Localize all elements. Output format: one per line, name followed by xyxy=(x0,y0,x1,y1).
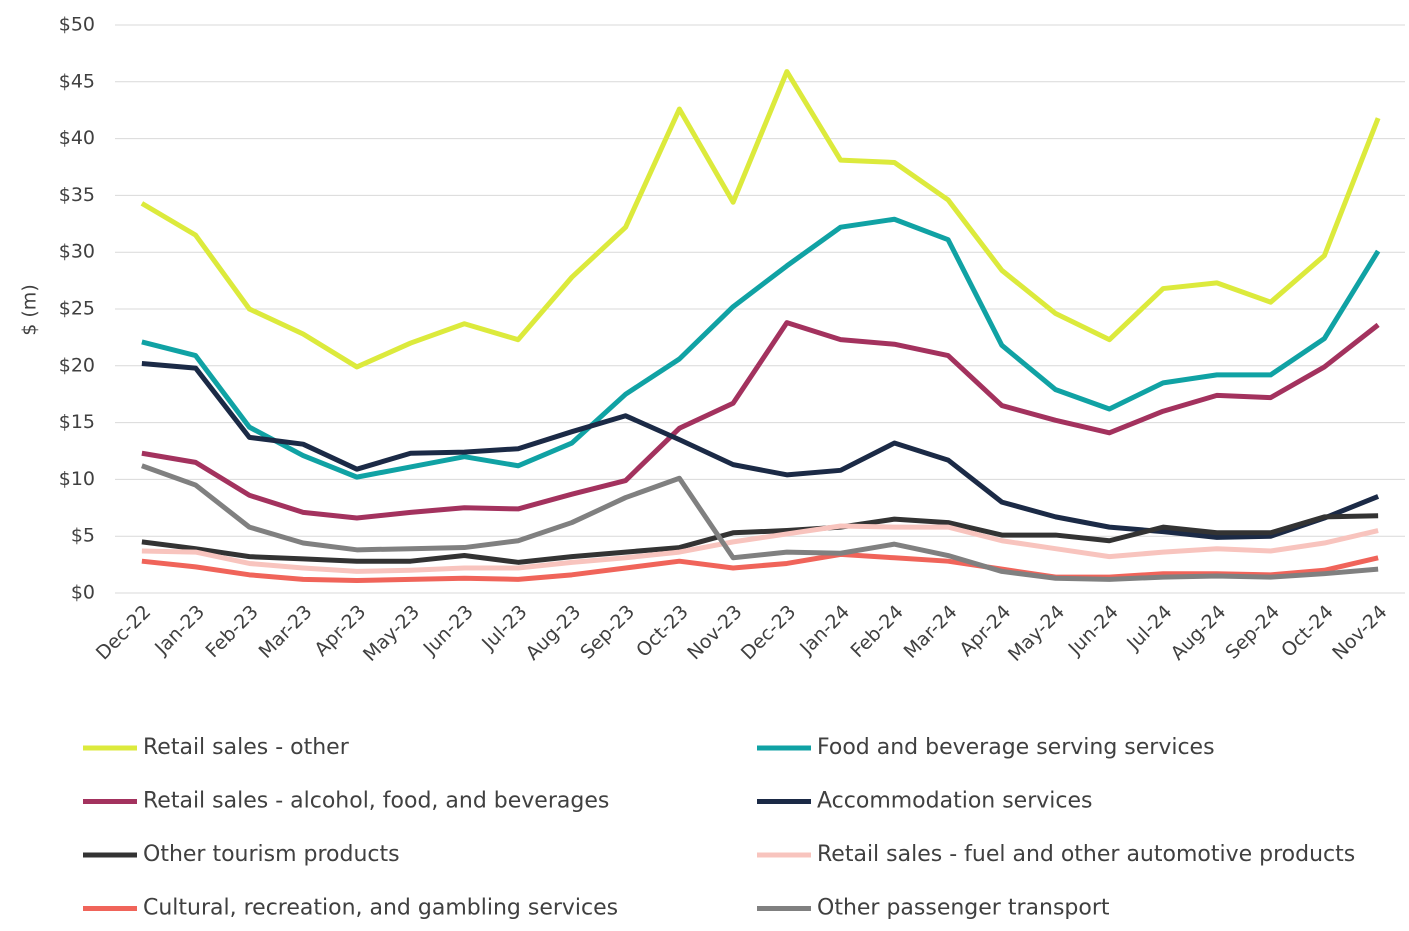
x-tick-label: Aug-24 xyxy=(1167,601,1231,665)
y-tick-label: $10 xyxy=(59,468,95,490)
series-line xyxy=(141,463,1379,582)
legend-label: Other passenger transport xyxy=(817,896,1110,921)
y-tick-label: $35 xyxy=(59,184,95,206)
legend-label: Accommodation services xyxy=(817,789,1092,814)
y-tick-label: $15 xyxy=(59,411,95,433)
legend-label: Retail sales - fuel and other automotive… xyxy=(817,842,1355,867)
x-tick-label: Mar-24 xyxy=(900,601,962,663)
x-tick-label: Sep-23 xyxy=(576,601,639,664)
x-tick-label: Sep-24 xyxy=(1221,601,1284,664)
y-tick-label: $40 xyxy=(59,127,95,149)
x-tick-label: Aug-23 xyxy=(522,601,586,665)
x-tick-label: Jun-24 xyxy=(1064,601,1123,660)
series-line xyxy=(141,361,1380,540)
series-line xyxy=(141,320,1380,521)
legend-label: Retail sales - alcohol, food, and bevera… xyxy=(143,789,609,814)
y-tick-label: $50 xyxy=(59,14,95,36)
x-tick-label: Nov-24 xyxy=(1328,601,1391,664)
x-tick-label: May-23 xyxy=(359,601,424,666)
series-line xyxy=(141,523,1379,574)
series-line xyxy=(141,513,1379,565)
legend-label: Food and beverage serving services xyxy=(817,735,1215,760)
x-tick-label: Dec-22 xyxy=(92,601,156,665)
y-tick-label: $5 xyxy=(71,525,95,547)
x-tick-label: Jan-24 xyxy=(795,601,854,660)
legend-label: Cultural, recreation, and gambling servi… xyxy=(143,896,618,921)
x-tick-label: May-24 xyxy=(1004,601,1069,666)
y-tick-label: $45 xyxy=(59,70,95,92)
x-tick-label: Jun-23 xyxy=(419,601,478,660)
x-tick-label: Nov-23 xyxy=(683,601,746,664)
x-tick-label: Dec-23 xyxy=(737,601,801,665)
y-tick-label: $20 xyxy=(59,354,95,376)
series-line xyxy=(140,69,1381,370)
y-axis-label: $ (m) xyxy=(19,284,41,335)
y-tick-label: $25 xyxy=(59,298,95,320)
x-tick-label: Oct-23 xyxy=(632,601,693,662)
y-tick-label: $30 xyxy=(59,241,95,263)
x-tick-label: Feb-23 xyxy=(202,601,263,662)
series-line xyxy=(141,216,1381,480)
legend-label: Retail sales - other xyxy=(143,735,350,760)
x-tick-label: Mar-23 xyxy=(255,601,317,663)
y-tick-label: $0 xyxy=(71,582,95,604)
x-tick-label: Feb-24 xyxy=(847,601,908,662)
series-line xyxy=(141,551,1379,584)
x-tick-label: Jan-23 xyxy=(150,601,209,660)
x-tick-label: Oct-24 xyxy=(1277,601,1338,662)
legend-label: Other tourism products xyxy=(143,842,400,867)
